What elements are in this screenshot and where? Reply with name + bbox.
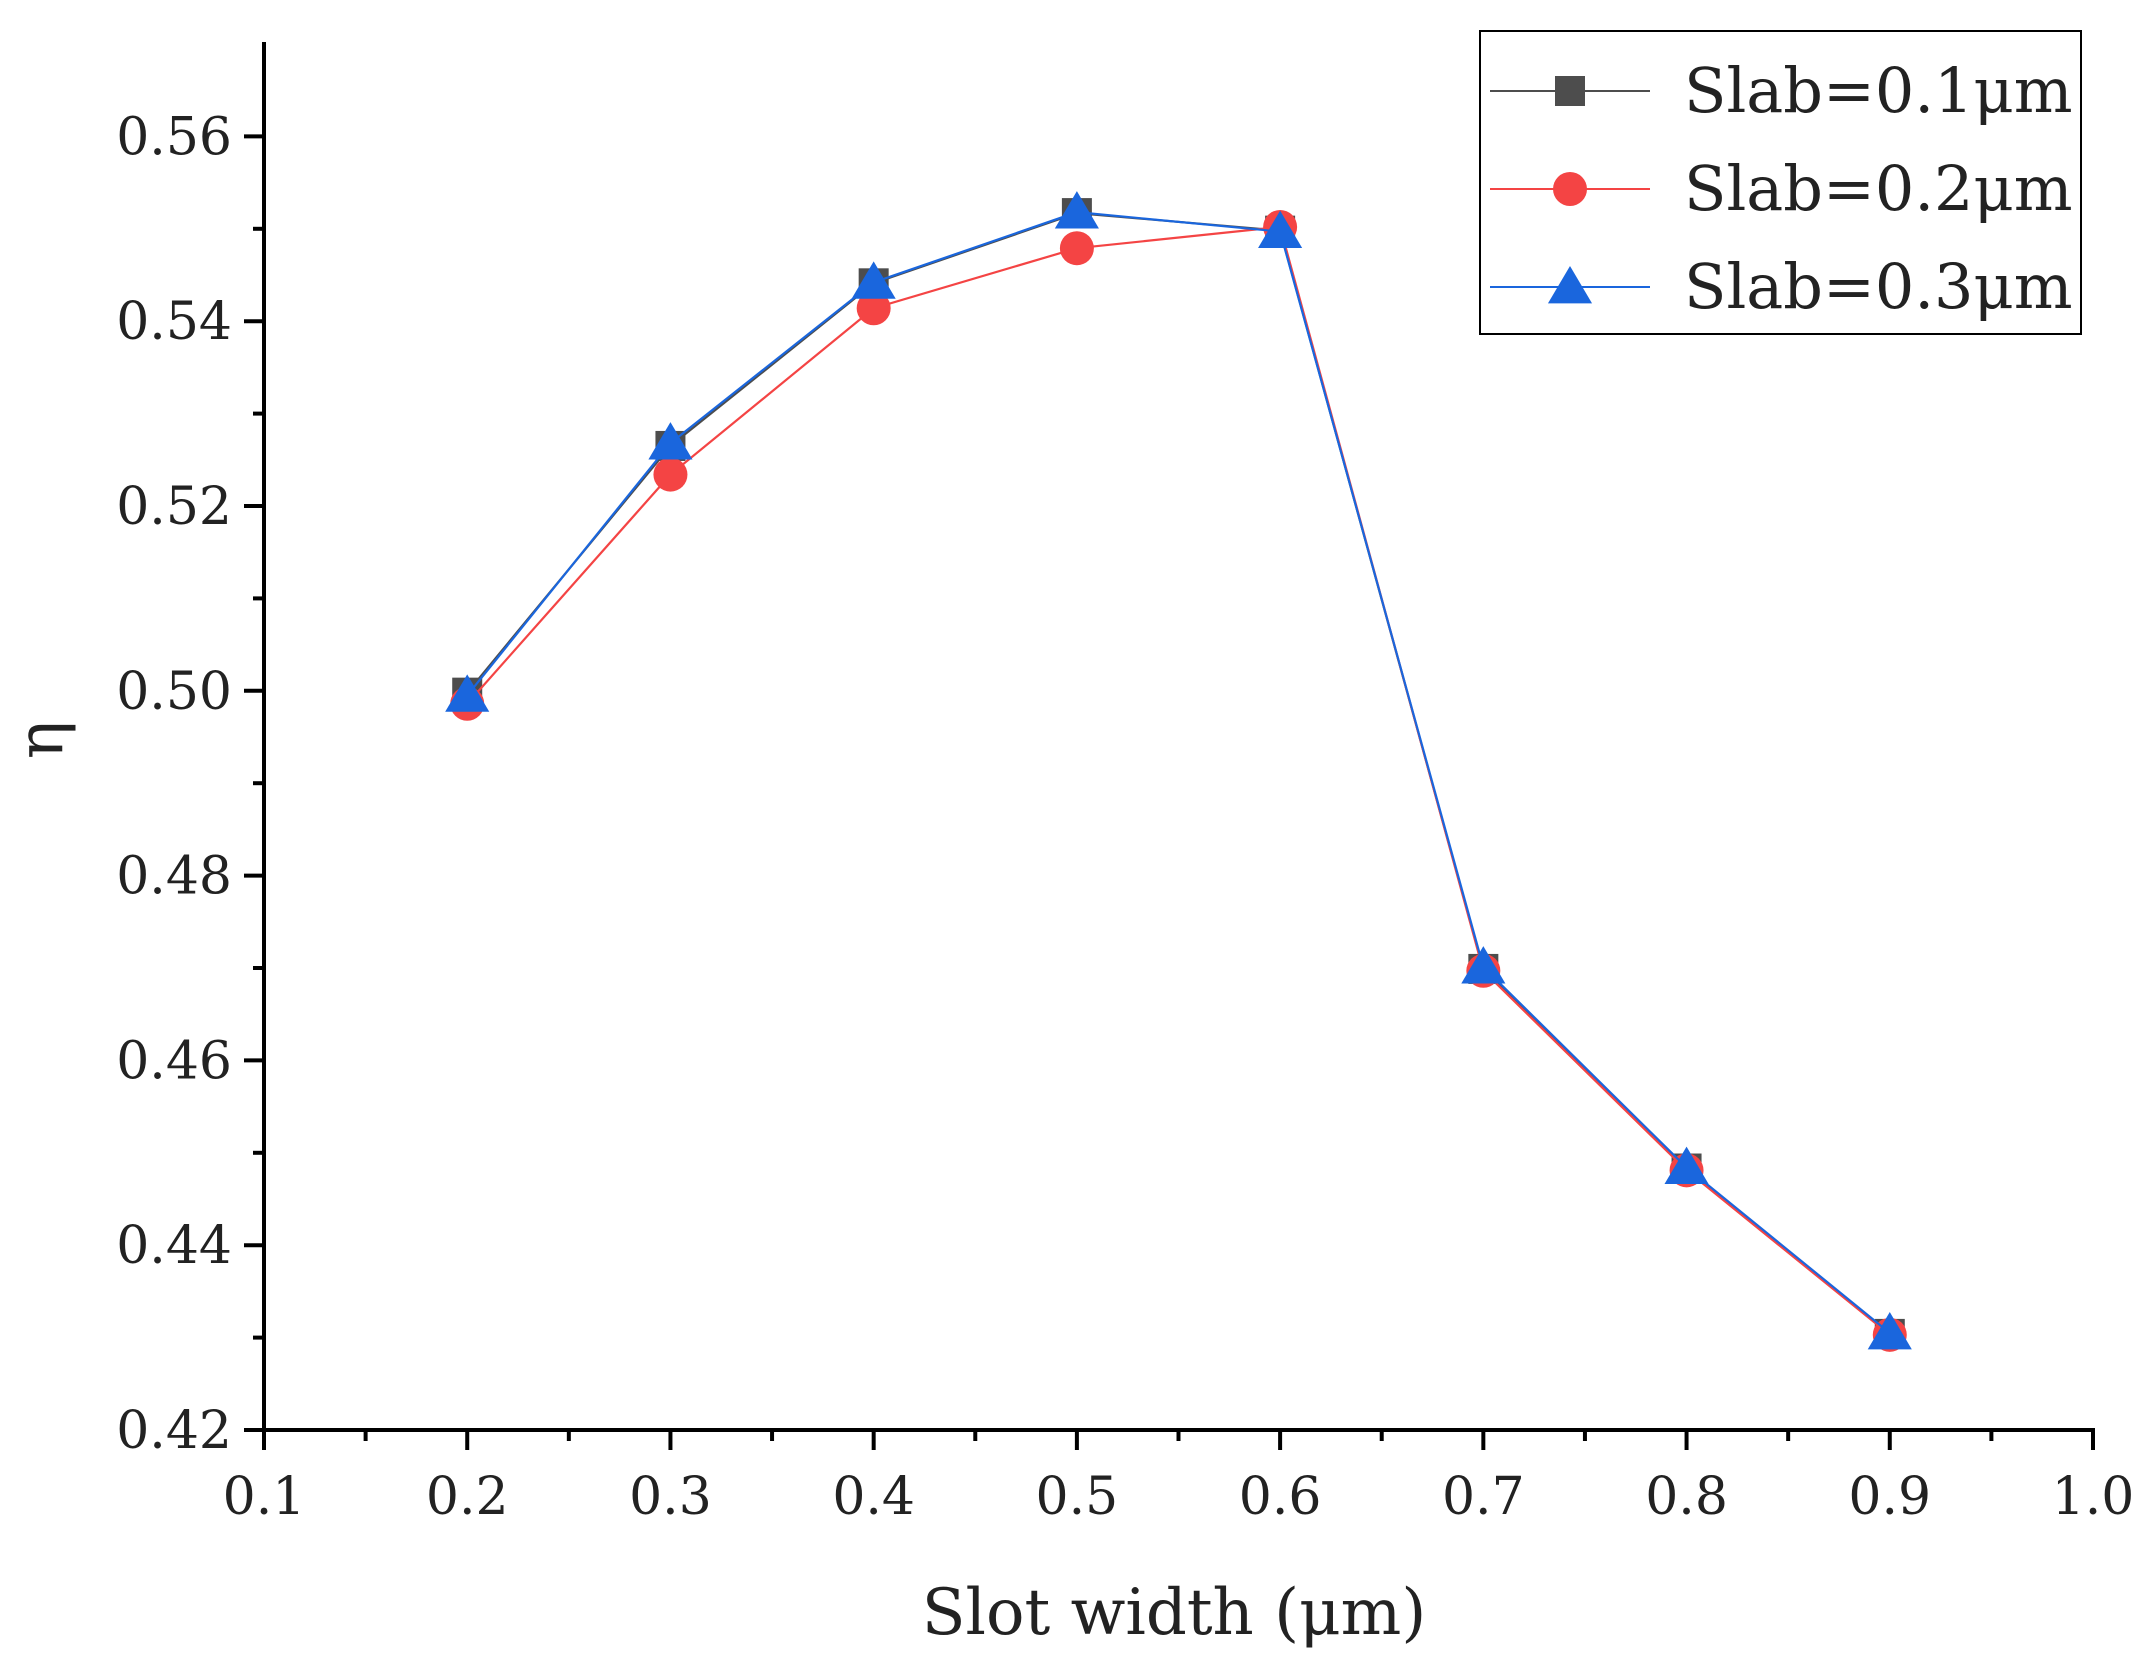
data-point [1664,1146,1709,1184]
legend: Slab=0.1μm Slab=0.2μm Slab=0.3μm [1479,30,2082,335]
x-tick-label: 0.9 [1848,1467,1931,1527]
y-tick-label: 0.48 [116,847,232,907]
data-point [1059,231,1094,266]
y-tick-label: 0.42 [116,1401,232,1461]
series-layer [445,191,1912,1352]
data-point [648,422,693,460]
legend-marker [1547,266,1593,304]
data-point [856,291,891,326]
y-tick-label: 0.46 [116,1031,232,1091]
x-tick-label: 0.8 [1645,1467,1728,1527]
legend-label: Slab=0.1μm [1684,54,2073,127]
legend-label: Slab=0.3μm [1684,250,2073,323]
series-3 [445,191,1912,1350]
x-tick-label: 0.2 [426,1467,509,1527]
x-tick-label: 0.6 [1239,1467,1322,1527]
y-tick-label: 0.56 [116,107,232,167]
y-tick-label: 0.54 [116,292,232,352]
x-tick-label: 1.0 [2052,1467,2135,1527]
x-tick-label: 0.1 [223,1467,306,1527]
y-axis-title: η [4,721,78,759]
legend-marker [1555,76,1585,106]
x-tick-label: 0.3 [629,1467,712,1527]
legend-marker [1553,172,1587,206]
legend-entry: Slab=0.2μm [1490,152,2073,225]
y-tick-label: 0.44 [116,1216,232,1276]
y-tick-label: 0.50 [116,662,232,722]
x-tick-label: 0.4 [832,1467,915,1527]
data-point [1054,191,1099,229]
data-point [445,674,490,712]
legend-entry: Slab=0.1μm [1490,54,2073,127]
legend-label: Slab=0.2μm [1684,152,2073,225]
series-line [466,211,1891,1334]
x-axis-title: Slot width (μm) [922,1576,1427,1650]
series-line [466,225,1891,1336]
data-point [851,261,896,299]
y-tick-label: 0.52 [116,477,232,537]
data-point [1461,946,1506,984]
data-point [653,457,688,492]
legend-entry: Slab=0.3μm [1490,250,2073,323]
x-tick-label: 0.5 [1036,1467,1119,1527]
data-point [1258,210,1303,248]
data-point [1867,1311,1912,1350]
axes: 0.42 0.44 0.46 0.48 0.50 0.52 0.54 0.56 0.1 0.2 0.… [116,42,2135,1527]
x-tick-label: 0.7 [1442,1467,1525,1527]
